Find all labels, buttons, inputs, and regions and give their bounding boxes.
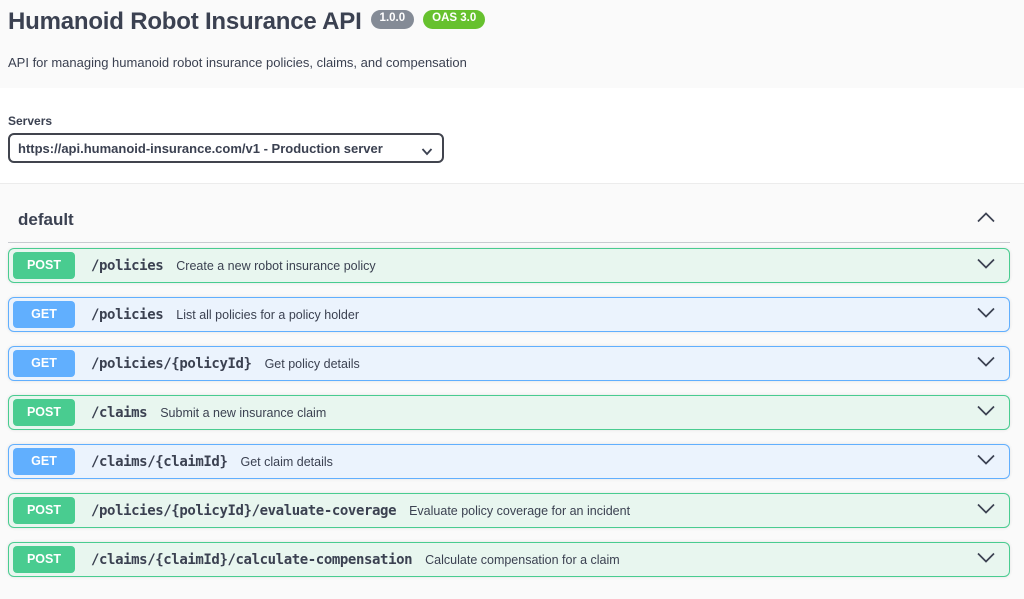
operation-summary: Calculate compensation for a claim: [425, 552, 620, 567]
chevron-down-icon[interactable]: [975, 403, 997, 423]
operation-row[interactable]: POST /claims Submit a new insurance clai…: [8, 395, 1010, 430]
server-select-wrap: https://api.humanoid-insurance.com/v1 - …: [8, 133, 444, 163]
operation-path: /policies: [91, 306, 164, 323]
operation-summary: Create a new robot insurance policy: [176, 258, 376, 273]
servers-label: Servers: [8, 114, 53, 128]
section-title: default: [18, 210, 74, 229]
operation-path: /claims/{claimId}: [91, 453, 228, 470]
chevron-down-icon[interactable]: [975, 256, 997, 276]
chevron-down-icon[interactable]: [975, 550, 997, 570]
chevron-down-icon[interactable]: [975, 354, 997, 374]
title-row: Humanoid Robot Insurance API 1.0.0 OAS 3…: [8, 7, 1016, 37]
operation-row[interactable]: GET /claims/{claimId} Get claim details: [8, 444, 1010, 479]
page-title: Humanoid Robot Insurance API: [8, 8, 362, 35]
operation-row[interactable]: POST /policies Create a new robot insura…: [8, 248, 1010, 283]
operation-path: /policies: [91, 257, 164, 274]
operation-path: /policies/{policyId}/evaluate-coverage: [91, 502, 397, 519]
api-info-header: Humanoid Robot Insurance API 1.0.0 OAS 3…: [0, 0, 1024, 88]
operation-row[interactable]: GET /policies List all policies for a po…: [8, 297, 1010, 332]
chevron-up-icon[interactable]: [975, 210, 997, 230]
chevron-down-icon[interactable]: [975, 452, 997, 472]
operation-summary: Get claim details: [240, 454, 333, 469]
servers-section: Servers https://api.humanoid-insurance.c…: [0, 88, 1024, 183]
operation-path: /policies/{policyId}: [91, 355, 252, 372]
server-select[interactable]: https://api.humanoid-insurance.com/v1 - …: [8, 133, 444, 163]
operation-path: /claims: [91, 404, 148, 421]
operation-summary: List all policies for a policy holder: [176, 307, 359, 322]
method-badge: GET: [13, 350, 75, 377]
chevron-down-icon[interactable]: [975, 501, 997, 521]
version-badge: 1.0.0: [370, 10, 415, 29]
section-header-default[interactable]: default: [8, 184, 1010, 243]
chevron-down-icon[interactable]: [975, 305, 997, 325]
oas-badge: OAS 3.0: [423, 10, 486, 29]
method-badge: POST: [13, 252, 75, 279]
operation-row[interactable]: POST /claims/{claimId}/calculate-compens…: [8, 542, 1010, 577]
operation-summary: Evaluate policy coverage for an incident: [409, 503, 631, 518]
operations-list: POST /policies Create a new robot insura…: [8, 248, 1010, 577]
method-badge: POST: [13, 399, 75, 426]
operation-row[interactable]: POST /policies/{policyId}/evaluate-cover…: [8, 493, 1010, 528]
operations-section: default POST /policies Create a new robo…: [0, 183, 1024, 595]
method-badge: POST: [13, 497, 75, 524]
method-badge: GET: [13, 448, 75, 475]
operation-summary: Submit a new insurance claim: [160, 405, 327, 420]
operation-summary: Get policy details: [264, 356, 360, 371]
operation-path: /claims/{claimId}/calculate-compensation: [91, 551, 413, 568]
api-description: API for managing humanoid robot insuranc…: [8, 55, 467, 70]
operation-row[interactable]: GET /policies/{policyId} Get policy deta…: [8, 346, 1010, 381]
method-badge: GET: [13, 301, 75, 328]
method-badge: POST: [13, 546, 75, 573]
